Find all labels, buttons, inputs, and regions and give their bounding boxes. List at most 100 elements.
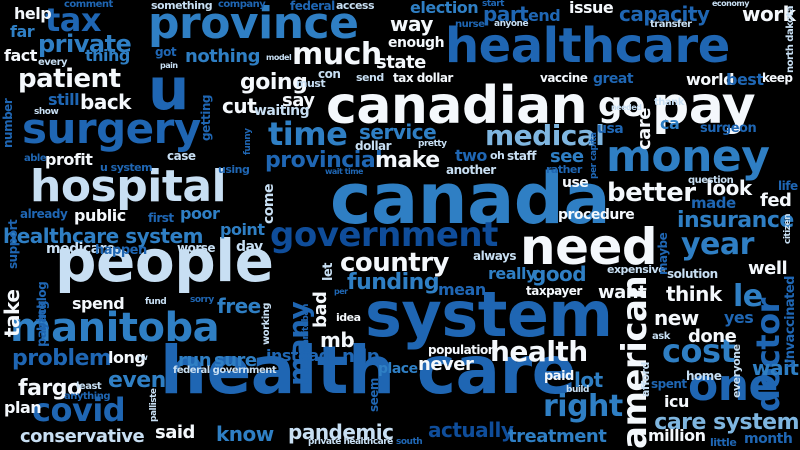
word-able: able <box>24 153 47 164</box>
word-sure: sure <box>214 350 257 371</box>
word-funding: funding <box>347 270 440 295</box>
word-happen: happen <box>95 243 147 258</box>
word-spent: spent <box>651 377 687 391</box>
word-paid: paid <box>544 369 574 384</box>
word-number: number <box>1 98 15 149</box>
word-world: world <box>686 70 735 89</box>
word-usa: usa <box>597 121 624 137</box>
word-nothing: nothing <box>185 46 260 67</box>
word-canada: canada <box>330 158 611 240</box>
word-cut: cut <box>222 94 257 118</box>
word-use: use <box>562 175 589 191</box>
word-one: one <box>688 360 778 411</box>
word-state: state <box>376 52 426 73</box>
word-unvaccinated: unvaccinated <box>783 275 798 368</box>
word-back: back <box>80 90 131 114</box>
word-tax: tax <box>45 1 102 39</box>
word-needed: needed <box>611 103 642 112</box>
word-le: le <box>733 279 763 314</box>
word-ca: ca <box>660 114 680 133</box>
word-question: question <box>688 175 734 186</box>
word-afford: afford <box>639 362 652 398</box>
word-model: model <box>266 53 292 62</box>
word-covid: covid <box>32 391 126 429</box>
word-actually: actually <box>428 418 514 442</box>
word-worse: worse <box>177 241 216 255</box>
word-icu: icu <box>664 392 689 411</box>
word-working: working <box>261 303 272 346</box>
word-made: made <box>691 194 736 212</box>
word-hospital: hospital <box>30 161 227 212</box>
word-election: election <box>410 0 479 17</box>
word-private: private <box>38 30 132 58</box>
word-money: money <box>606 131 770 182</box>
word-well: well <box>748 258 788 279</box>
word-pandemic: pandemic <box>288 420 394 444</box>
word-treatment: treatment <box>508 426 607 447</box>
word-right: right <box>543 389 623 424</box>
word-far: far <box>10 22 35 41</box>
word-going: going <box>240 70 308 95</box>
word-instead: instead <box>266 346 330 365</box>
word-health: health <box>490 335 588 368</box>
word-point: point <box>220 220 265 239</box>
word-year: year <box>681 227 754 262</box>
word-company: company <box>218 0 266 10</box>
word-got: got <box>155 45 177 59</box>
word-transfer: transfer <box>650 19 692 30</box>
word-wait: wait <box>752 356 799 380</box>
word-way: way <box>390 12 433 36</box>
word-look: look <box>706 176 752 200</box>
word-pretty: pretty <box>418 139 447 149</box>
word-good: good <box>532 262 587 286</box>
word-system: system <box>365 278 613 351</box>
word-said: said <box>155 422 195 443</box>
word-part: part <box>483 2 529 26</box>
word-yes: yes <box>724 308 754 327</box>
word-nurse: nurse <box>455 19 485 30</box>
word-really: really <box>488 264 536 283</box>
word-never: never <box>418 354 474 375</box>
word-always: always <box>473 249 517 263</box>
word-patient: patient <box>18 64 121 94</box>
word-million: million <box>648 426 706 445</box>
word-enough: enough <box>388 35 445 51</box>
word-say: say <box>282 90 315 111</box>
word-new: new <box>654 306 699 330</box>
word-anything: anything <box>64 391 111 402</box>
word-per-capita: per capita <box>589 132 599 180</box>
word-come: come <box>261 184 277 224</box>
word-free: free <box>217 294 261 318</box>
word-private-healthcare: private healthcare <box>308 437 393 447</box>
word-build: build <box>566 385 589 395</box>
word-economy: economy <box>712 0 749 8</box>
word-healthcare: healthcare <box>445 18 730 74</box>
word-medical: medical <box>485 119 605 152</box>
word-even: even <box>108 368 166 393</box>
word-lot: lot <box>574 368 603 392</box>
word-tax-dollar: tax dollar <box>393 71 453 85</box>
word-u: u <box>148 55 189 123</box>
word-best: best <box>726 70 764 89</box>
word-capacity: capacity <box>619 2 710 26</box>
word-province: province <box>148 0 359 49</box>
word-profit: profit <box>45 150 93 169</box>
word-must: must <box>296 77 326 90</box>
word-thank: thank <box>654 97 684 108</box>
word-staff: staff <box>507 149 536 163</box>
word-fed: fed <box>760 190 792 211</box>
word-month: month <box>744 431 793 447</box>
word-access: access <box>336 0 375 12</box>
word-life: life <box>778 179 798 193</box>
word-little: little <box>710 436 737 449</box>
word-palliste: palliste <box>149 387 159 422</box>
word-funny: funny <box>243 128 253 155</box>
word-rw: rw <box>137 353 148 362</box>
word-solution: solution <box>667 267 718 281</box>
word-provincial: provincial <box>265 148 383 173</box>
word-keep: keep <box>762 71 793 85</box>
word-great: great <box>593 71 634 87</box>
word-waiting: waiting <box>254 103 310 119</box>
word-show: show <box>34 107 59 117</box>
